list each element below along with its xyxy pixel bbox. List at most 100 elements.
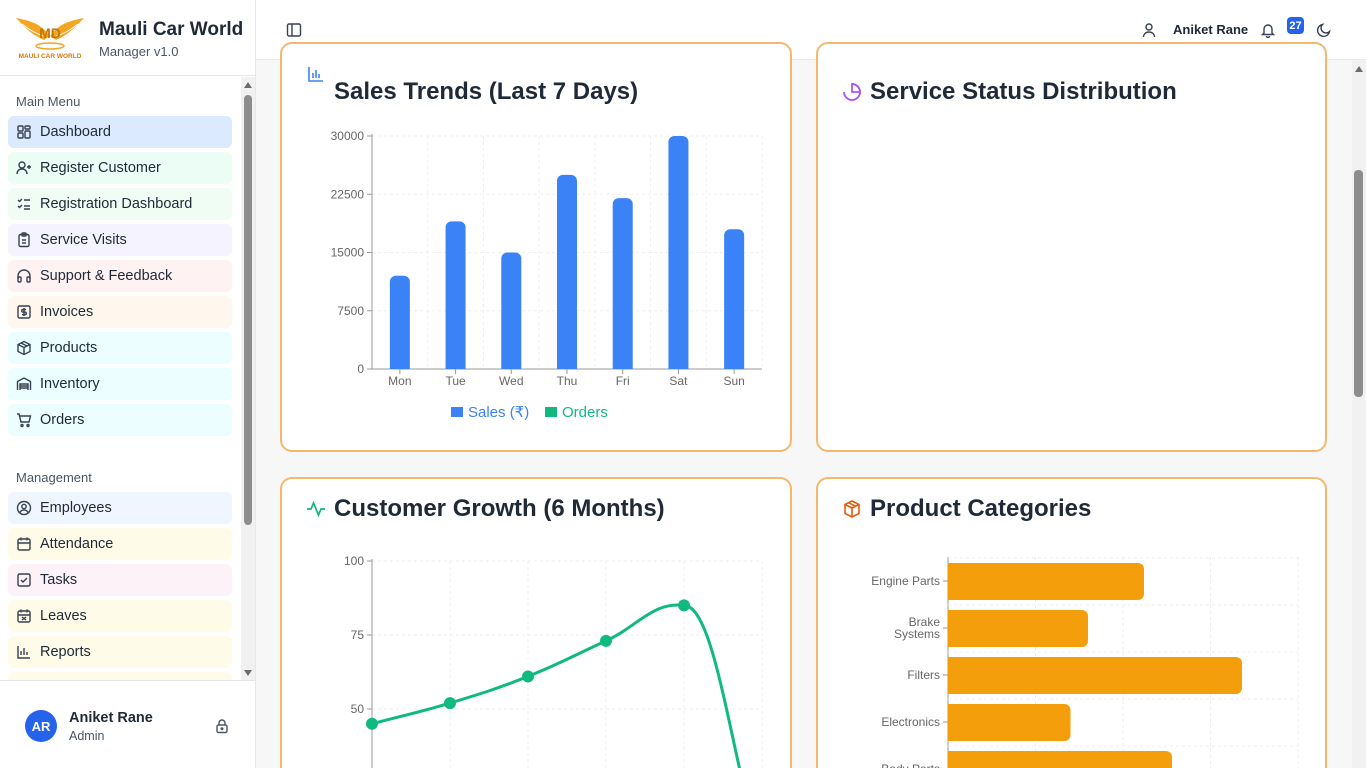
legend-swatch-sales	[451, 407, 463, 417]
scroll-up-arrow-icon[interactable]	[1355, 66, 1363, 72]
legend-orders: Orders	[562, 404, 608, 421]
clipboard-icon	[18, 232, 30, 248]
sidebar-toggle-icon[interactable]	[286, 22, 302, 38]
bar-base	[557, 363, 577, 369]
notification-badge[interactable]: 27	[1287, 17, 1304, 34]
scroll-down-arrow-icon[interactable]	[244, 670, 252, 676]
sidebar-scrollbar[interactable]	[241, 77, 255, 680]
sidebar-item-inventory[interactable]: Inventory	[8, 368, 232, 400]
checkbox-icon	[17, 573, 31, 587]
card-title: Service Status Distribution	[870, 78, 1177, 105]
bar-base	[724, 363, 745, 369]
y-tick-label: 15000	[331, 246, 365, 260]
package-icon	[17, 340, 31, 356]
sidebar-item-partial[interactable]	[8, 672, 232, 680]
legend-swatch-orders	[545, 407, 557, 417]
sidebar-nav: Main Menu Dashboard Register Customer Re…	[0, 77, 240, 680]
sidebar-item-service-visits[interactable]: Service Visits	[8, 224, 232, 256]
pie-chart-icon	[843, 83, 861, 101]
bar-base	[445, 363, 466, 369]
logo-subtext: MAULI CAR WORLD	[19, 53, 82, 60]
y-tick-label: 100	[344, 554, 364, 568]
bar-electronics	[948, 704, 1071, 741]
sidebar-scroll-thumb[interactable]	[244, 95, 252, 525]
y-tick-label: 7500	[337, 304, 364, 318]
sidebar-item-label: Registration Dashboard	[40, 196, 193, 212]
y-tick-label: Engine Parts	[871, 574, 940, 588]
bar-engine-parts	[948, 563, 1144, 600]
customer-growth-line-chart: 255075100	[344, 554, 763, 768]
bar-fri	[612, 198, 633, 369]
page-scrollbar[interactable]	[1352, 60, 1366, 768]
card-title: Product Categories	[870, 495, 1092, 522]
sidebar-item-label: Tasks	[40, 572, 78, 588]
scroll-up-arrow-icon[interactable]	[244, 82, 252, 88]
grid-icon	[17, 125, 31, 139]
bar-base	[668, 363, 689, 369]
x-tick-label: Mon	[388, 374, 411, 388]
lock-icon[interactable]	[214, 718, 230, 734]
dollar-icon	[17, 305, 31, 319]
growth-point-1	[366, 717, 378, 730]
sidebar-item-label: Reports	[40, 644, 91, 660]
logo[interactable]: MD MAULI CAR WORLD	[14, 14, 86, 62]
management-label: Management	[16, 470, 92, 485]
main-menu-label: Main Menu	[16, 94, 81, 109]
x-tick-label: Thu	[557, 374, 578, 388]
x-tick-label: Tue	[445, 374, 466, 388]
sidebar-item-reports[interactable]: Reports	[8, 636, 232, 668]
sidebar-item-label: Service Visits	[40, 232, 127, 248]
moon-icon[interactable]	[1316, 22, 1332, 38]
y-tick-label: 22500	[331, 187, 365, 201]
sidebar-item-label: Invoices	[40, 304, 94, 320]
header-user-name[interactable]: Aniket Rane	[1173, 22, 1249, 37]
y-tick-label: 0	[357, 362, 364, 376]
x-tick-label: Fri	[616, 374, 630, 388]
bar-base	[948, 657, 956, 694]
sidebar-item-label: Register Customer	[40, 160, 161, 176]
footer-user-role: Admin	[69, 729, 105, 743]
avatar[interactable]: AR	[25, 710, 57, 742]
growth-line	[371, 603, 741, 768]
sidebar-item-leaves[interactable]: Leaves	[8, 600, 232, 632]
y-tick-label: 30000	[331, 129, 365, 143]
bell-icon[interactable]	[1260, 22, 1276, 38]
sidebar-item-products[interactable]: Products	[8, 332, 232, 364]
sidebar-item-orders[interactable]: Orders	[8, 404, 232, 436]
sidebar-item-register-customer[interactable]: Register Customer	[8, 152, 232, 184]
bar-base	[948, 704, 956, 741]
x-tick-label: Sat	[669, 374, 688, 388]
sidebar-item-support-feedback[interactable]: Support & Feedback	[8, 260, 232, 292]
activity-icon	[307, 500, 325, 518]
x-tick-label: Sun	[723, 374, 744, 388]
sidebar-item-label: Dashboard	[40, 124, 111, 140]
y-tick-label: Brake	[909, 615, 941, 629]
footer-user-name: Aniket Rane	[69, 710, 153, 726]
sidebar-item-registration-dashboard[interactable]: Registration Dashboard	[8, 188, 232, 220]
sidebar-item-label: Products	[40, 340, 98, 356]
bar-base	[948, 563, 956, 600]
sidebar-item-employees[interactable]: Employees	[8, 492, 232, 524]
sidebar-item-invoices[interactable]: Invoices	[8, 296, 232, 328]
card-title: Customer Growth (6 Months)	[334, 495, 665, 522]
bar-chart-icon	[308, 67, 323, 82]
sidebar-item-label: Employees	[40, 500, 112, 516]
bar-mon	[389, 275, 410, 369]
page-scroll-thumb[interactable]	[1354, 170, 1363, 397]
sidebar-item-label: Inventory	[40, 376, 100, 392]
cart-icon	[17, 413, 32, 428]
bar-chart-icon	[17, 646, 30, 659]
sales-bar-chart: 0 7500 15000 22500 30000 Mon Tue Wed Thu Fri Sat Su…	[331, 129, 763, 421]
user-icon[interactable]	[1141, 22, 1157, 38]
sidebar-item-attendance[interactable]: Attendance	[8, 528, 232, 560]
calendar-icon	[17, 537, 31, 551]
bar-sat	[668, 136, 689, 369]
growth-point-4	[600, 634, 612, 647]
x-tick-label: Wed	[499, 374, 523, 388]
sidebar: MD MAULI CAR WORLD Mauli Car World Manag…	[0, 0, 256, 768]
service-status-card: Service Status Distribution	[816, 42, 1327, 452]
sidebar-item-tasks[interactable]: Tasks	[8, 564, 232, 596]
package-icon	[844, 500, 860, 518]
sidebar-item-dashboard[interactable]: Dashboard	[8, 116, 232, 148]
user-circle-icon	[16, 500, 32, 516]
